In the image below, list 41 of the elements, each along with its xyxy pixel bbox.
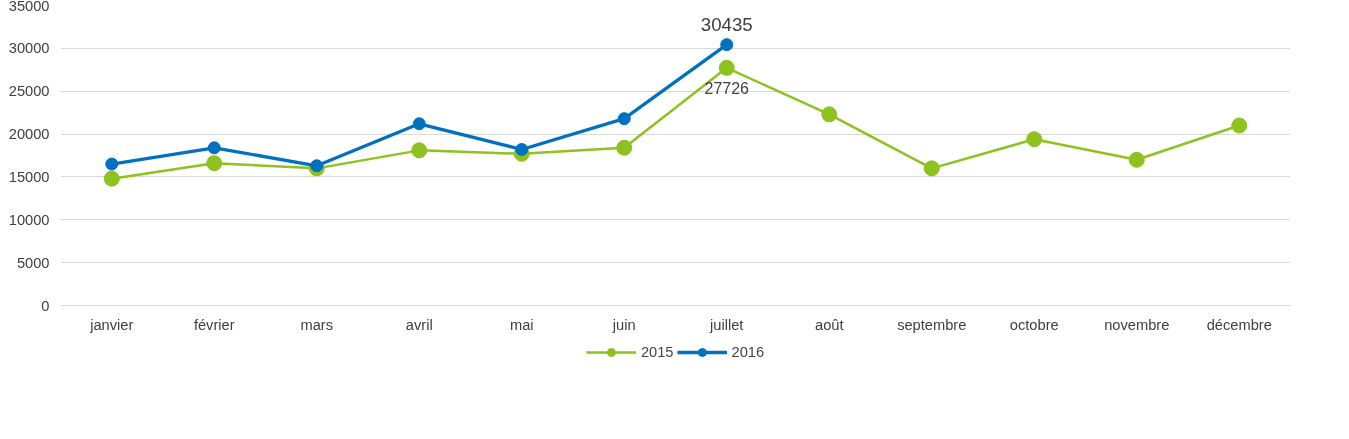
x-tick-label: juillet: [709, 316, 744, 333]
y-tick-label: 0: [41, 297, 50, 314]
x-tick-label: octobre: [1009, 316, 1059, 333]
point: [105, 157, 119, 171]
x-tick-label: décembre: [1206, 316, 1272, 333]
y-tick-label: 30000: [8, 40, 50, 57]
x-tick-label: février: [193, 316, 235, 333]
x-tick-label: mars: [300, 316, 334, 333]
point: [718, 59, 735, 76]
y-tick-label: 10000: [8, 211, 50, 228]
y-tick-label: 35000: [8, 0, 50, 14]
x-tick-label: novembre: [1104, 316, 1170, 333]
point: [720, 38, 734, 52]
point: [1026, 131, 1043, 148]
point: [1231, 117, 1248, 134]
point: [1128, 151, 1145, 168]
point: [616, 139, 633, 156]
point: [206, 155, 223, 172]
y-tick-label: 20000: [8, 126, 50, 143]
x-tick-label: juin: [611, 316, 636, 333]
x-tick-label: août: [814, 316, 844, 333]
y-tick-label: 5000: [16, 254, 50, 271]
legend-label: 2016: [731, 344, 765, 360]
data-label: 30435: [700, 13, 753, 35]
x-tick-label: mai: [509, 316, 534, 333]
point: [515, 143, 529, 156]
data-label: 27726: [704, 79, 750, 97]
x-tick-label: septembre: [897, 316, 967, 333]
point: [821, 106, 838, 123]
point: [412, 117, 426, 131]
x-tick-label: janvier: [89, 316, 134, 333]
legend-label: 2015: [640, 344, 674, 360]
x-tick-label: avril: [405, 316, 433, 333]
point: [411, 142, 428, 159]
point: [207, 141, 221, 155]
point: [103, 170, 120, 187]
point: [617, 112, 631, 126]
point: [310, 159, 324, 173]
y-tick-label: 15000: [8, 168, 50, 185]
point: [923, 160, 940, 177]
y-tick-label: 25000: [8, 83, 50, 100]
